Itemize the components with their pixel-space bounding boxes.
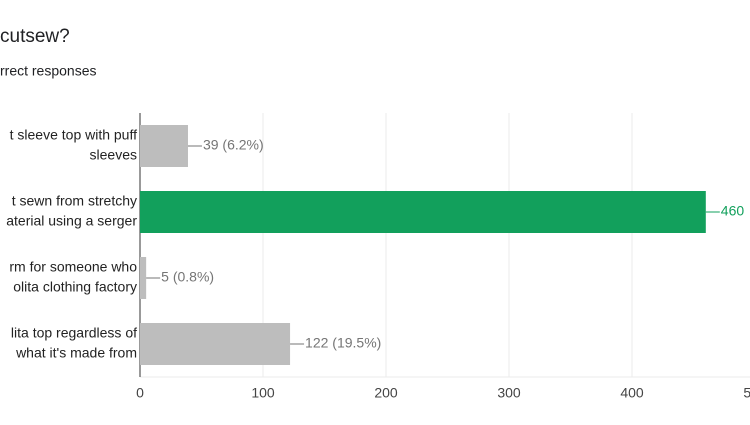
data-label: 39 (6.2%): [203, 137, 264, 153]
y-tick-label: lita top regardless of: [11, 325, 137, 341]
y-tick-label: sleeves: [90, 147, 137, 163]
y-tick-label: aterial using a serger: [6, 213, 137, 229]
bar: [140, 257, 147, 299]
x-tick-label: 100: [251, 385, 275, 401]
x-tick-label: 500: [743, 385, 750, 401]
x-tick-label: 300: [497, 385, 521, 401]
y-tick-label: olita clothing factory: [13, 279, 137, 295]
x-tick-label: 200: [374, 385, 398, 401]
chart-title: cutsew?: [0, 26, 70, 47]
data-label: 5 (0.8%): [161, 269, 214, 285]
data-label: 122 (19.5%): [305, 335, 381, 351]
bar: [140, 323, 291, 365]
data-label: 460: [721, 203, 745, 219]
y-tick-label: what it's made from: [15, 345, 137, 361]
bar: [140, 191, 706, 233]
chart-subtitle: rrect responses: [0, 63, 96, 79]
y-tick-label: t sewn from stretchy: [12, 193, 137, 209]
y-tick-label: t sleeve top with puff: [10, 127, 137, 143]
x-tick-label: 400: [620, 385, 644, 401]
x-tick-label: 0: [136, 385, 144, 401]
y-tick-label: rm for someone who: [9, 259, 137, 275]
bar: [140, 125, 188, 167]
